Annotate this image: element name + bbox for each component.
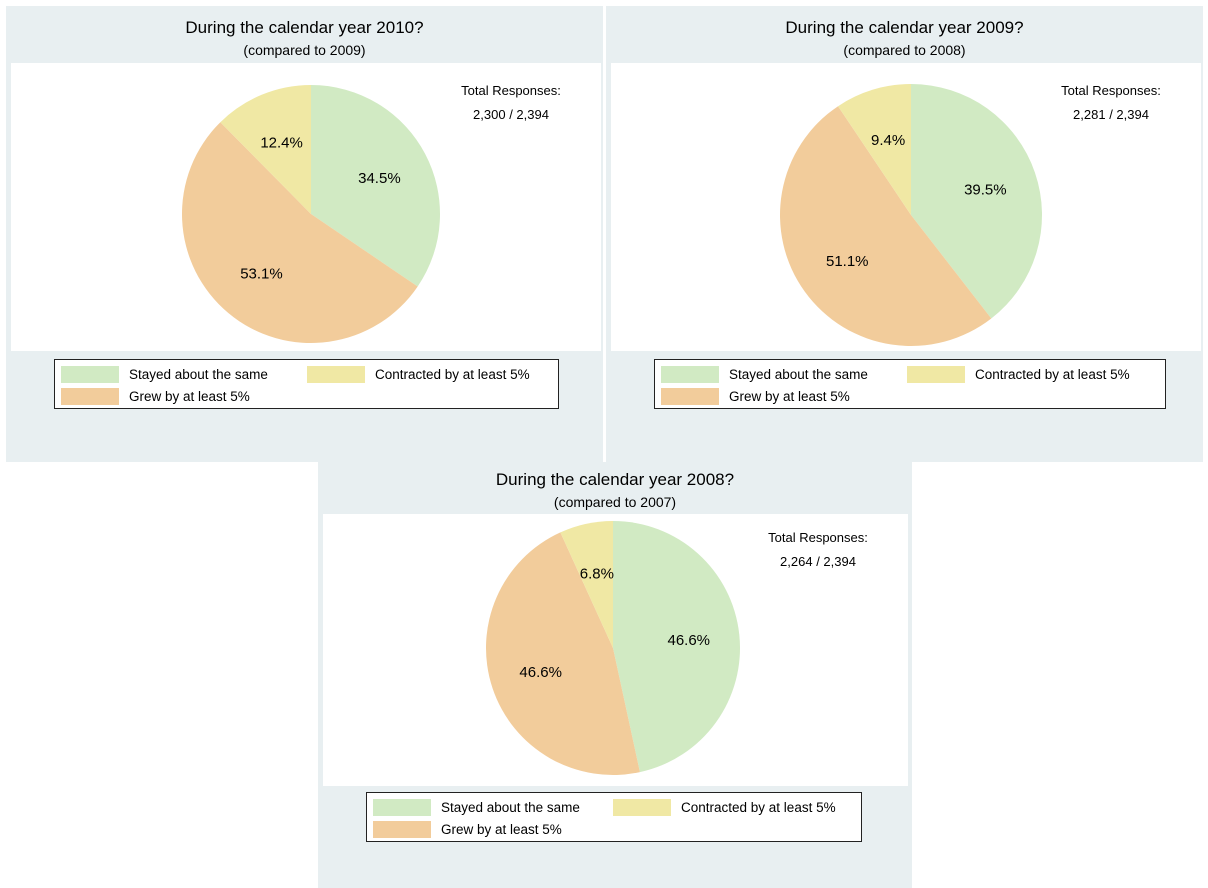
legend-swatch-stayed xyxy=(373,798,431,816)
legend-swatch-grew xyxy=(61,387,119,405)
plot-area: 34.5% 53.1% 12.4% Total Responses: 2,300 /… xyxy=(11,63,601,351)
legend-swatch-stayed xyxy=(61,365,119,383)
slice-contracted xyxy=(220,85,311,214)
data-label: 51.1% xyxy=(826,253,869,270)
data-label: 53.1% xyxy=(240,265,283,282)
chart-panel-2008: During the calendar year 2008? (compared… xyxy=(318,462,912,888)
legend-label-grew: Grew by at least 5% xyxy=(729,388,850,404)
legend-swatch-contracted xyxy=(907,365,965,383)
legend-label-grew: Grew by at least 5% xyxy=(441,821,562,837)
data-label: 46.6% xyxy=(519,664,562,681)
chart-subtitle: (compared to 2008) xyxy=(843,42,966,58)
chart-panel-2009: During the calendar year 2009? (compared… xyxy=(606,6,1203,462)
chart-subtitle: (compared to 2009) xyxy=(243,42,366,58)
data-label: 34.5% xyxy=(358,170,401,187)
legend: Stayed about the same Contracted by at l… xyxy=(54,359,559,409)
chart-subtitle: (compared to 2007) xyxy=(553,494,677,510)
legend-item-grew: Grew by at least 5% xyxy=(61,387,250,405)
legend-swatch-contracted xyxy=(307,365,365,383)
total-responses-value: 2,281 / 2,394 xyxy=(1073,107,1149,122)
data-label: 39.5% xyxy=(964,182,1007,199)
legend-item-grew: Grew by at least 5% xyxy=(661,387,850,405)
slice-grew xyxy=(780,106,992,346)
slice-grew xyxy=(486,532,640,775)
legend-label-grew: Grew by at least 5% xyxy=(129,388,250,404)
legend: Stayed about the same Contracted by at l… xyxy=(366,792,862,842)
data-label: 9.4% xyxy=(871,132,905,149)
slice-stayed xyxy=(613,521,740,773)
legend-item-contracted: Contracted by at least 5% xyxy=(307,365,530,383)
total-responses-label: Total Responses: xyxy=(461,83,561,98)
legend-label-stayed: Stayed about the same xyxy=(129,366,268,382)
legend-item-stayed: Stayed about the same xyxy=(661,365,868,383)
plot-area: 39.5% 51.1% 9.4% Total Responses: 2,281 / … xyxy=(611,63,1201,351)
total-responses: Total Responses: 2,264 / 2,394 xyxy=(743,526,893,574)
legend-swatch-grew xyxy=(373,820,431,838)
total-responses-value: 2,300 / 2,394 xyxy=(473,107,549,122)
slice-grew xyxy=(182,122,418,343)
legend-label-stayed: Stayed about the same xyxy=(729,366,868,382)
slice-stayed xyxy=(311,85,441,287)
data-label: 6.8% xyxy=(580,566,614,583)
chart-panel-2010: During the calendar year 2010? (compared… xyxy=(6,6,603,462)
slice-stayed xyxy=(911,84,1042,319)
legend-item-contracted: Contracted by at least 5% xyxy=(613,798,836,816)
pie-chart: 34.5% 53.1% 12.4% xyxy=(182,85,441,343)
legend-swatch-contracted xyxy=(613,798,671,816)
legend-item-contracted: Contracted by at least 5% xyxy=(907,365,1130,383)
pie-chart: 39.5% 51.1% 9.4% xyxy=(780,84,1042,346)
total-responses: Total Responses: 2,281 / 2,394 xyxy=(1036,79,1186,127)
data-label: 12.4% xyxy=(260,134,303,151)
legend-swatch-stayed xyxy=(661,365,719,383)
chart-title: During the calendar year 2008? xyxy=(495,470,735,489)
pie-chart: 46.6% 46.6% 6.8% xyxy=(486,521,740,775)
legend-item-stayed: Stayed about the same xyxy=(61,365,268,383)
total-responses: Total Responses: 2,300 / 2,394 xyxy=(436,79,586,127)
total-responses-label: Total Responses: xyxy=(1061,83,1161,98)
legend-label-contracted: Contracted by at least 5% xyxy=(681,799,836,815)
legend-swatch-grew xyxy=(661,387,719,405)
legend-label-contracted: Contracted by at least 5% xyxy=(975,366,1130,382)
data-label: 46.6% xyxy=(667,632,710,649)
slice-contracted xyxy=(838,84,911,215)
legend-item-grew: Grew by at least 5% xyxy=(373,820,562,838)
slice-contracted xyxy=(560,521,613,648)
total-responses-label: Total Responses: xyxy=(768,530,868,545)
legend-label-stayed: Stayed about the same xyxy=(441,799,580,815)
chart-title: During the calendar year 2009? xyxy=(785,18,1024,37)
legend-item-stayed: Stayed about the same xyxy=(373,798,580,816)
chart-title: During the calendar year 2010? xyxy=(185,18,424,37)
legend-label-contracted: Contracted by at least 5% xyxy=(375,366,530,382)
plot-area: 46.6% 46.6% 6.8% Total Responses: 2,264 / … xyxy=(323,514,908,786)
total-responses-value: 2,264 / 2,394 xyxy=(780,554,856,569)
legend: Stayed about the same Contracted by at l… xyxy=(654,359,1166,409)
